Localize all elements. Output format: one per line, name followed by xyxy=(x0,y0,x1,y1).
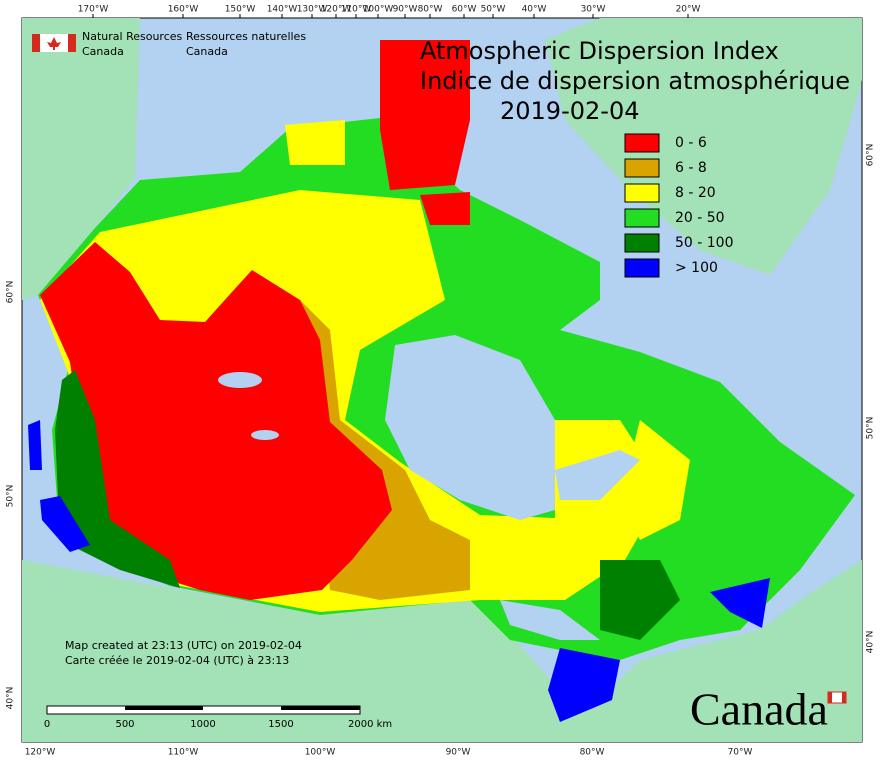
top-coord: 170°W xyxy=(78,5,109,15)
top-coord: 100°W xyxy=(363,5,394,15)
top-coord: 110°W xyxy=(341,5,372,15)
note: Carte créée le 2019-02-04 (UTC) à 23:13 xyxy=(65,654,289,667)
title: Indice de dispersion atmosphérique xyxy=(420,67,850,95)
water-bodies xyxy=(218,335,640,640)
bottom-coord: 70°W xyxy=(728,748,753,758)
org-en: Natural Resources xyxy=(82,30,183,43)
top-coord: 160°W xyxy=(168,5,199,15)
legend-swatch xyxy=(624,183,660,203)
top-coord: 20°W xyxy=(676,5,701,15)
legend-swatch xyxy=(624,208,660,228)
legend-swatch xyxy=(624,258,660,278)
left-coord: 60°N xyxy=(6,281,16,304)
right-coord: 60°N xyxy=(866,144,876,167)
bottom-coord: 80°W xyxy=(580,748,605,758)
right-coord: 50°N xyxy=(866,417,876,440)
top-coord: 90°W xyxy=(393,5,418,15)
scale-label: 500 xyxy=(115,719,134,730)
org-fr: Canada xyxy=(186,45,228,58)
bottom-coord: 90°W xyxy=(446,748,471,758)
note: Map created at 23:13 (UTC) on 2019-02-04 xyxy=(65,639,302,652)
header: Natural Resources Canada Ressources natu… xyxy=(32,30,306,58)
maple-leaf xyxy=(47,37,61,50)
scale-label: 1000 xyxy=(190,719,215,730)
top-coord: 130°W xyxy=(297,5,328,15)
top-coord: 120°W xyxy=(321,5,352,15)
legend-label: 20 - 50 xyxy=(675,210,725,226)
left-coord: 50°N xyxy=(6,485,16,508)
title: Atmospheric Dispersion Index xyxy=(420,37,779,65)
right-coord: 40°N xyxy=(866,631,876,654)
bottom-coord: 100°W xyxy=(305,748,336,758)
flag-bar xyxy=(32,34,40,52)
date: 2019-02-04 xyxy=(500,97,639,125)
legend-swatch xyxy=(624,133,660,153)
top-coord: 30°W xyxy=(581,5,606,15)
scale-label: 1500 xyxy=(268,719,293,730)
top-coord: 140°W xyxy=(267,5,298,15)
legend-swatch xyxy=(624,233,660,253)
wordmark: Canada xyxy=(690,684,847,735)
scale-label: 2000 km xyxy=(348,719,392,730)
flag-bar xyxy=(68,34,76,52)
legend-label: 6 - 8 xyxy=(675,160,707,176)
top-coord: 80°W xyxy=(418,5,443,15)
legend-swatch xyxy=(624,158,660,178)
left-coord: 40°N xyxy=(6,687,16,710)
land xyxy=(22,18,862,742)
bottom-coord: 110°W xyxy=(168,748,199,758)
org-fr: Ressources naturelles xyxy=(186,30,306,43)
scale-bar xyxy=(46,705,361,715)
legend-label: 0 - 6 xyxy=(675,135,707,151)
top-coord: 40°W xyxy=(522,5,547,15)
legend-label: > 100 xyxy=(675,260,718,276)
legend-label: 8 - 20 xyxy=(675,185,716,201)
scale-label: 0 xyxy=(44,719,50,730)
top-coord: 150°W xyxy=(225,5,256,15)
org-en: Canada xyxy=(82,45,124,58)
bottom-coord: 120°W xyxy=(25,748,56,758)
wordmark-text: Canada xyxy=(690,684,828,735)
top-coord: 60°W xyxy=(452,5,477,15)
top-coord: 50°W xyxy=(481,5,506,15)
legend-label: 50 - 100 xyxy=(675,235,734,251)
